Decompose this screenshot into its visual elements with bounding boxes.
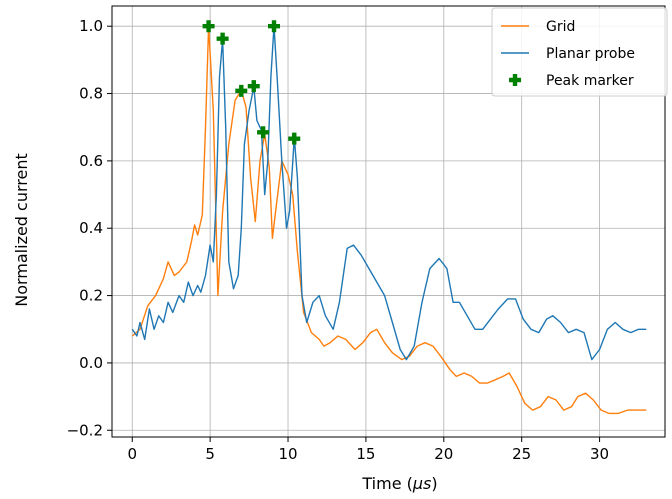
y-tick-label: 0.4 — [79, 219, 103, 237]
x-tick-label: 10 — [278, 445, 297, 463]
legend: Grid Planar probe Peak marker — [491, 7, 668, 97]
y-axis-label: Normalized current — [12, 153, 31, 307]
y-tick-label: 1.0 — [79, 17, 103, 35]
peak-marker — [216, 32, 229, 45]
legend-box — [491, 7, 668, 97]
series-line-planar-probe — [131, 25, 647, 361]
y-axis-ticks: −0.2 0.0 0.2 0.4 0.6 0.8 1.0 — [67, 17, 112, 439]
legend-label-planar-probe: Planar probe — [546, 46, 635, 62]
x-tick-label: 0 — [127, 445, 137, 463]
peak-marker — [235, 84, 248, 97]
legend-label-peak-marker: Peak marker — [546, 73, 634, 89]
peak-marker — [268, 20, 281, 33]
x-axis-label: Time (μs) — [361, 474, 437, 493]
x-tick-label: 5 — [205, 445, 215, 463]
x-axis-ticks: 0 5 10 15 20 25 30 — [127, 437, 609, 463]
x-tick-label: 25 — [512, 445, 531, 463]
y-tick-label: 0.6 — [79, 152, 103, 170]
peak-markers — [202, 20, 301, 145]
legend-marker-peak — [509, 74, 521, 86]
y-tick-label: 0.8 — [79, 85, 103, 103]
series-layer — [131, 25, 647, 415]
y-tick-label: −0.2 — [67, 421, 103, 439]
peak-marker — [257, 126, 270, 139]
peak-marker — [247, 80, 260, 93]
x-tick-label: 20 — [434, 445, 453, 463]
y-tick-label: 0.0 — [79, 354, 103, 372]
legend-label-grid: Grid — [546, 19, 575, 35]
x-tick-label: 30 — [590, 445, 609, 463]
y-tick-label: 0.2 — [79, 287, 103, 305]
peak-marker — [288, 132, 301, 145]
x-tick-label: 15 — [356, 445, 375, 463]
plot-frame — [111, 5, 666, 438]
peak-marker — [202, 20, 215, 33]
series-line-grid — [131, 25, 647, 415]
